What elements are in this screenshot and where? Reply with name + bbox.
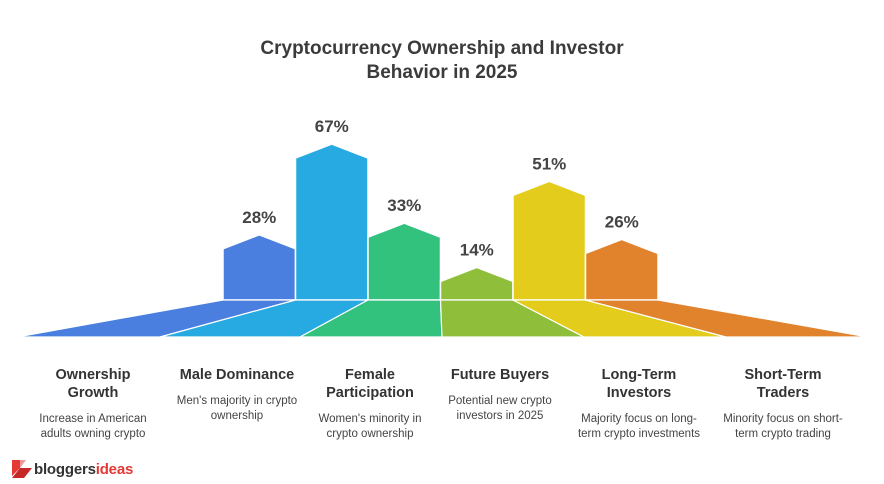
category-description: Potential new crypto investors in 2025 bbox=[448, 395, 552, 422]
category-title: Long-Term Investors bbox=[601, 367, 677, 401]
data-label: 28% bbox=[242, 208, 276, 227]
category-title: Ownership Growth bbox=[55, 367, 131, 401]
chart-title-line-1: Cryptocurrency Ownership and Investor bbox=[260, 38, 624, 59]
bar-male-dominance bbox=[294, 143, 369, 301]
category-female-participation: Female Participation Women's minority in c… bbox=[303, 366, 437, 442]
category-title: Future Buyers bbox=[450, 367, 550, 383]
chart-title: Cryptocurrency Ownership and Investor Be… bbox=[0, 37, 884, 85]
bar-future-buyers bbox=[439, 266, 514, 301]
category-title: Female Participation bbox=[326, 367, 414, 401]
category-description: Majority focus on long-term crypto inves… bbox=[577, 413, 701, 440]
category-description: Minority focus on short-term crypto trad… bbox=[723, 413, 843, 440]
category-ownership-growth: Ownership Growth Increase in American adul… bbox=[26, 366, 160, 442]
data-label: 67% bbox=[315, 117, 349, 136]
category-future-buyers: Future Buyers Potential new crypto invest… bbox=[433, 366, 567, 424]
category-description: Women's minority in crypto ownership bbox=[318, 413, 422, 440]
bar-long-term-investors bbox=[512, 180, 587, 301]
category-short-term-traders: Short-Term Traders Minority focus on shor… bbox=[716, 366, 850, 442]
data-label: 14% bbox=[460, 240, 494, 259]
logo-text: bloggersideas bbox=[34, 460, 134, 478]
category-description: Men's majority in crypto ownership bbox=[176, 395, 298, 422]
category-male-dominance: Male Dominance Men's majority in crypto o… bbox=[170, 366, 304, 424]
category-title: Male Dominance bbox=[179, 367, 295, 383]
bloggersideas-logo-icon bbox=[12, 460, 32, 478]
category-long-term-investors: Long-Term Investors Majority focus on lon… bbox=[572, 366, 706, 442]
data-label: 51% bbox=[532, 154, 566, 173]
data-label: 33% bbox=[387, 196, 421, 215]
chart-title-line-2: Behavior in 2025 bbox=[366, 62, 518, 83]
data-label: 26% bbox=[605, 212, 639, 231]
bar-ownership-growth bbox=[222, 234, 297, 301]
bar-short-term-traders bbox=[584, 238, 659, 301]
category-description: Increase in American adults owning crypto bbox=[39, 413, 147, 440]
bloggersideas-logo[interactable]: bloggersideas bbox=[10, 458, 133, 480]
category-title: Short-Term Traders bbox=[744, 367, 822, 401]
bar-female-participation bbox=[367, 222, 442, 301]
